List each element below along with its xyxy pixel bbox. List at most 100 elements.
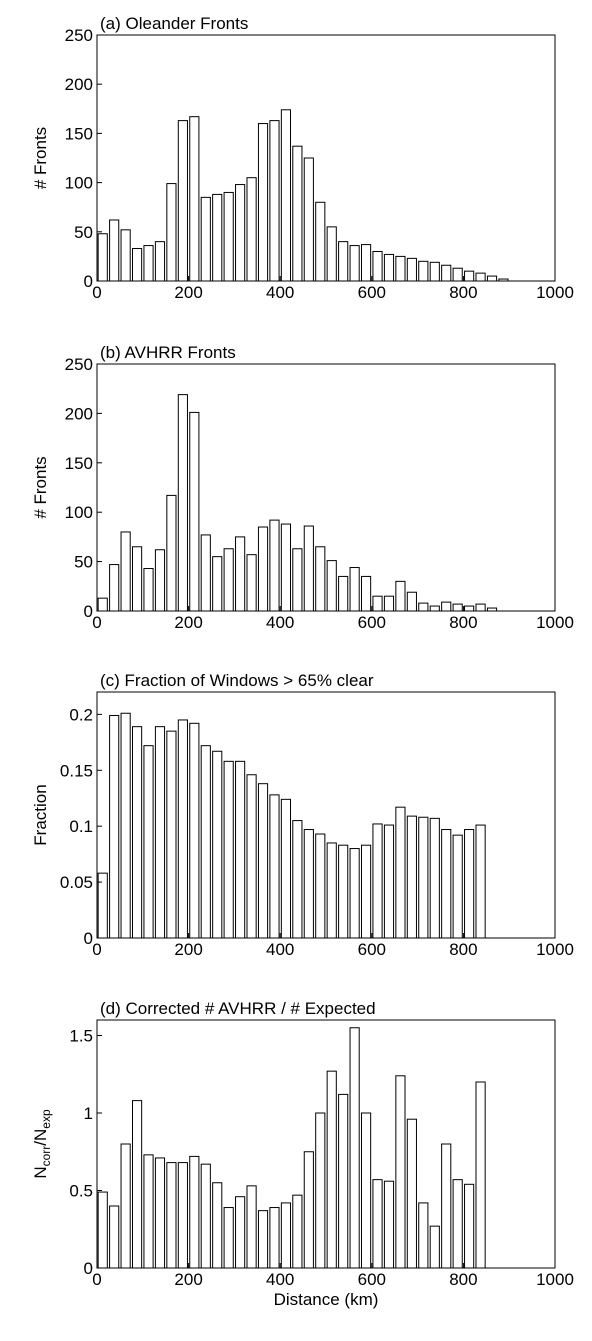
plot-frame [96,1019,556,1269]
bar [395,806,406,939]
bar [257,783,269,939]
bar [464,270,475,282]
bar [120,1143,131,1269]
bar [189,116,200,282]
bar [246,1185,257,1269]
bar [235,184,246,282]
bar [257,1210,269,1269]
bar [349,245,360,282]
bar [395,255,406,282]
bar [223,548,234,612]
x-tick-label: 1000 [536,283,574,302]
x-axis-label: Distance (km) [274,1290,379,1309]
bar [166,730,177,939]
bar [97,1191,108,1269]
bar [303,525,314,612]
y-axis-label: # Fronts [31,127,50,189]
bar [338,844,349,939]
bar [418,1202,429,1269]
bar [452,267,463,282]
bar [383,824,395,939]
bar [235,1196,246,1269]
y-tick-label: 1.5 [69,1027,93,1046]
x-tick-label: 0 [92,613,101,632]
bar [360,844,372,939]
y-tick-label: 0 [84,602,93,621]
bar [326,226,337,282]
bar [383,595,395,612]
bar [189,411,200,612]
bar [303,1151,314,1269]
x-tick-label: 1000 [536,940,574,959]
y-tick-label: 0.05 [60,873,93,892]
bar [154,549,166,612]
bar [429,605,440,612]
y-tick-label: 0.2 [69,705,93,724]
bar [257,123,269,282]
bar [383,253,395,282]
y-axis-label-part: exp [39,1109,53,1129]
y-tick-label: 200 [65,75,93,94]
chart-title: (c) Fraction of Windows > 65% clear [100,671,374,690]
bar [395,1075,406,1269]
y-axis-label-part: /N [31,1129,50,1146]
bar [109,1205,120,1269]
bar [486,275,498,282]
bar [326,560,337,612]
bar [143,1154,154,1269]
bar [120,229,131,282]
bar [212,556,223,612]
plot-frame [96,363,556,612]
bar [418,816,429,939]
bar [177,1162,188,1269]
x-tick-label: 0 [92,283,101,302]
bar [109,219,120,282]
bar [475,824,486,939]
bar [223,1207,234,1269]
bar [326,1070,337,1269]
bar [360,575,372,612]
y-tick-label: 100 [65,503,93,522]
x-tick-label: 1000 [536,613,574,632]
bar [372,1179,383,1269]
x-tick-label: 200 [174,613,202,632]
bar [372,250,383,282]
x-tick-label: 400 [266,613,294,632]
x-tick-label: 800 [449,940,477,959]
y-tick-label: 250 [65,355,93,374]
bar [315,833,326,939]
plot-frame [96,691,556,939]
chart-title: (a) Oleander Fronts [100,14,248,33]
bar [372,823,383,939]
bar [349,567,360,612]
bar [280,523,292,612]
y-tick-label: 1 [84,1104,93,1123]
y-tick-label: 200 [65,404,93,423]
bar [452,1179,463,1269]
y-tick-label: 100 [65,174,93,193]
plot-frame [96,34,556,282]
bar [441,829,452,939]
bar [349,848,360,939]
bar [338,1093,349,1269]
bar [406,591,417,612]
bar [246,554,257,612]
y-tick-label: 50 [74,223,93,242]
bar [109,564,120,612]
bar [292,548,303,612]
x-tick-label: 600 [358,613,386,632]
bar [120,712,131,939]
bar [120,531,131,612]
bar [200,196,211,282]
x-tick-label: 1000 [536,1270,574,1289]
x-tick-label: 800 [449,1270,477,1289]
bar [131,546,143,612]
bar [280,1202,292,1269]
bar [257,526,269,612]
x-tick-label: 0 [92,1270,101,1289]
bar [406,257,417,282]
bar [475,603,486,612]
x-tick-label: 400 [266,940,294,959]
bar [303,157,314,282]
y-tick-label: 50 [74,553,93,572]
